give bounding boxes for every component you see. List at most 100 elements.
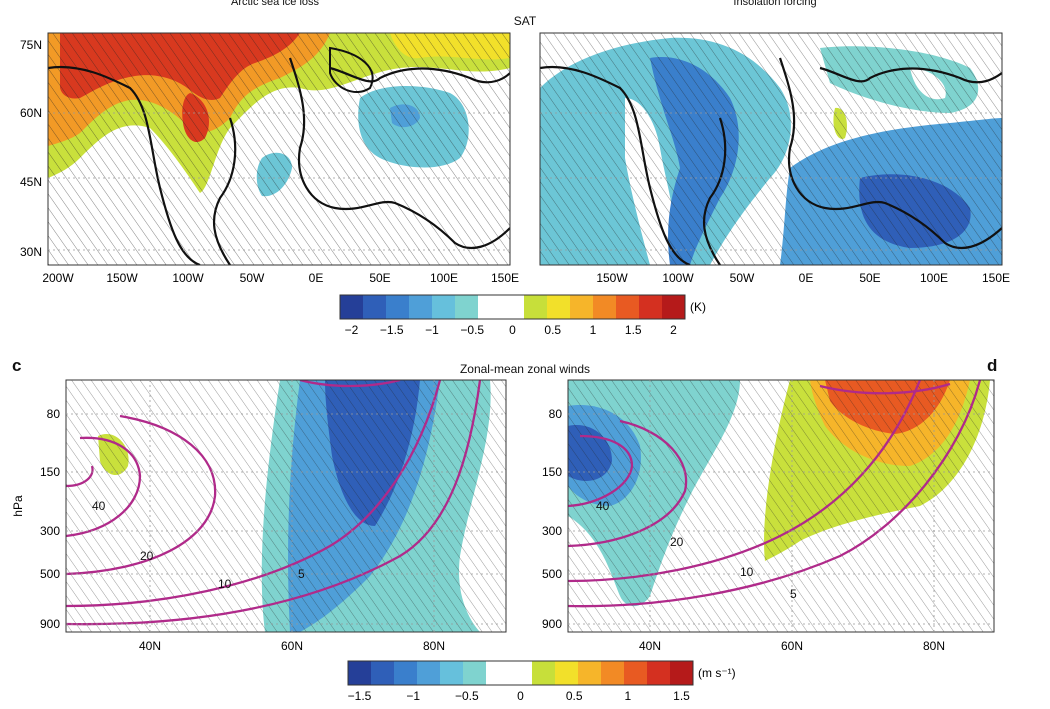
panel-c-ylabel: hPa xyxy=(11,495,25,517)
panel-a-ytick: 60N xyxy=(20,106,42,120)
panel-b-title: Insolation forcing xyxy=(733,0,817,8)
panel-c-ytick: 500 xyxy=(40,567,60,581)
contour-5 xyxy=(66,380,482,626)
colorbar-tick-label: 1 xyxy=(590,323,597,337)
colorbar-tick-label: 0 xyxy=(517,689,524,703)
contour-20 xyxy=(568,419,688,548)
colorbar-tick-label: −1 xyxy=(425,323,439,337)
panel-d-xtick: 60N xyxy=(781,639,803,653)
panel-c-xtick: 80N xyxy=(423,639,445,653)
colorbar-cell xyxy=(670,661,694,685)
panel-b-xtick: 150E xyxy=(982,271,1010,285)
colorbar-tick-label: 1.5 xyxy=(625,323,642,337)
colorbar-cell xyxy=(363,295,387,319)
colorbar-cell xyxy=(501,295,525,319)
contour-20 xyxy=(66,414,217,576)
contour-label-40: 40 xyxy=(596,499,610,513)
panel-b-xtick: 100W xyxy=(662,271,694,285)
colorbar-bottom: −1.5 −1 −0.5 0 0.5 1 1.5 (m s⁻¹) xyxy=(347,660,736,703)
colorbar-cell xyxy=(371,661,395,685)
colorbar-tick-label: 0.5 xyxy=(566,689,583,703)
colorbar-tick-label: 2 xyxy=(670,323,677,337)
contour-top xyxy=(299,380,401,388)
colorbar-cell xyxy=(486,661,510,685)
colorbar-cell xyxy=(616,295,640,319)
panel-b-xtick: 50W xyxy=(730,271,755,285)
colorbar-cell xyxy=(524,295,548,319)
panel-c-ytick: 300 xyxy=(40,524,60,538)
colorbar-tick-label: −1.5 xyxy=(380,323,404,337)
contour-label-20: 20 xyxy=(670,535,684,549)
panel-a-xtick: 0E xyxy=(309,271,324,285)
colorbar-cell xyxy=(624,661,648,685)
panel-a-map: 75N 60N 45N 30N 200W 150W 100W 50W 0E 50… xyxy=(20,32,519,285)
panel-d-letter: d xyxy=(987,356,998,375)
colorbar-top: −2 −1.5 −1 −0.5 0 0.5 1 1.5 2 (K) xyxy=(339,294,706,337)
panel-c-ytick: 150 xyxy=(40,465,60,479)
panel-b-xtick: 0E xyxy=(799,271,814,285)
colorbar-cell xyxy=(639,295,663,319)
colorbar-cell xyxy=(547,295,571,319)
panel-d-xtick: 40N xyxy=(639,639,661,653)
colorbar-cell xyxy=(432,295,456,319)
colorbar-tick-label: 1 xyxy=(624,689,631,703)
panel-b-xtick: 50E xyxy=(859,271,880,285)
panel-d-xtick: 80N xyxy=(923,639,945,653)
panel-c-ytick: 900 xyxy=(40,617,60,631)
coastline-greenland xyxy=(329,46,374,93)
contour-40 xyxy=(66,436,142,538)
colorbar-top-cells xyxy=(340,295,686,319)
panel-c-xtick: 40N xyxy=(139,639,161,653)
panel-a-ytick: 30N xyxy=(20,245,42,259)
panel-d-ytick: 300 xyxy=(542,524,562,538)
colorbar-tick-label: −0.5 xyxy=(455,689,479,703)
colorbar-cell xyxy=(478,295,502,319)
panel-b-xtick: 150W xyxy=(596,271,628,285)
bottom-group-title: Zonal-mean zonal winds xyxy=(459,362,591,376)
colorbar-cell xyxy=(463,661,487,685)
top-group-title: SAT xyxy=(513,14,537,28)
panel-c-plot: 40 20 10 5 80 150 300 500 900 hPa 40N 60… xyxy=(11,379,507,653)
colorbar-tick-label: −1.5 xyxy=(348,689,372,703)
panel-d-ytick: 500 xyxy=(542,567,562,581)
panel-d-plot: 40 20 10 5 80 150 300 500 900 40N 60N 80… xyxy=(542,379,995,653)
contour-10 xyxy=(66,380,442,608)
contour-label-5: 5 xyxy=(298,567,305,581)
panel-d-ytick: 150 xyxy=(542,465,562,479)
colorbar-tick-label: −1 xyxy=(406,689,420,703)
colorbar-bottom-ticks: −1.5 −1 −0.5 0 0.5 1 1.5 xyxy=(348,689,691,703)
colorbar-cell xyxy=(417,661,441,685)
panel-d-ytick: 900 xyxy=(542,617,562,631)
colorbar-cell xyxy=(601,661,625,685)
colorbar-cell xyxy=(570,295,594,319)
colorbar-cell xyxy=(340,295,364,319)
colorbar-cell xyxy=(532,661,556,685)
colorbar-cell xyxy=(509,661,533,685)
colorbar-cell xyxy=(578,661,602,685)
coastline-europe-asia xyxy=(778,57,1002,250)
panel-a-xtick: 100E xyxy=(430,271,458,285)
colorbar-tick-label: 1.5 xyxy=(673,689,690,703)
colorbar-bottom-unit: (m s⁻¹) xyxy=(698,666,736,680)
contour-inner xyxy=(66,465,94,488)
colorbar-cell xyxy=(394,661,418,685)
panel-d-ytick: 80 xyxy=(549,407,563,421)
colorbar-cell xyxy=(555,661,579,685)
colorbar-cell xyxy=(440,661,464,685)
panel-a-xtick: 200W xyxy=(42,271,74,285)
colorbar-top-ticks: −2 −1.5 −1 −0.5 0 0.5 1 1.5 2 xyxy=(345,323,678,337)
contour-40 xyxy=(568,434,634,508)
panel-a-title: Arctic sea ice loss xyxy=(230,0,320,8)
contour-5 xyxy=(568,380,982,608)
colorbar-tick-label: −0.5 xyxy=(460,323,484,337)
panel-a-xtick: 50E xyxy=(369,271,390,285)
colorbar-cell xyxy=(348,661,372,685)
coastline-north-america xyxy=(48,65,237,265)
panel-a-xtick: 150E xyxy=(491,271,519,285)
colorbar-cell xyxy=(386,295,410,319)
contour-label-10: 10 xyxy=(740,565,754,579)
panel-c-ytick: 80 xyxy=(47,407,61,421)
panel-a-xtick: 50W xyxy=(240,271,265,285)
colorbar-top-unit: (K) xyxy=(690,300,706,314)
colorbar-bottom-cells xyxy=(348,661,694,685)
